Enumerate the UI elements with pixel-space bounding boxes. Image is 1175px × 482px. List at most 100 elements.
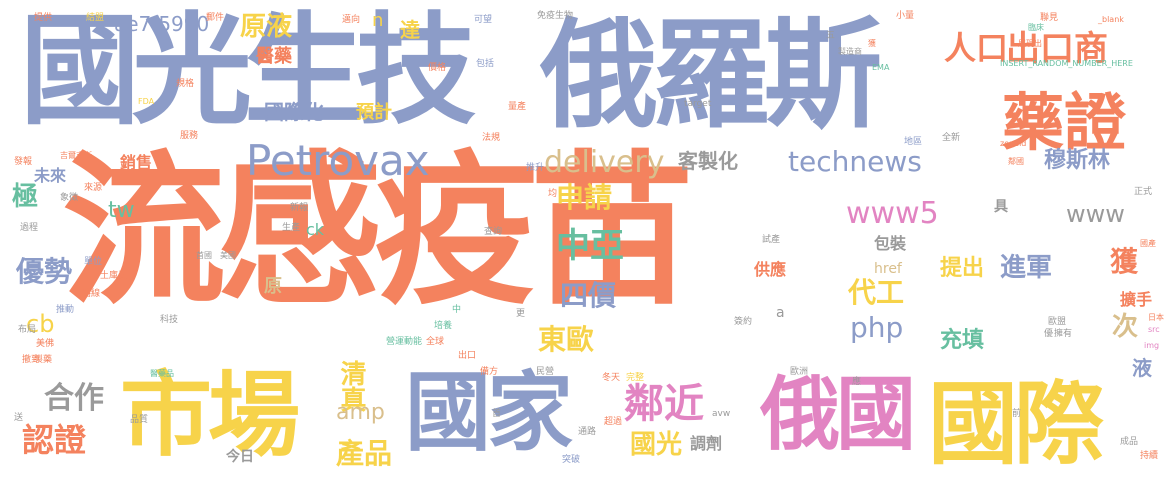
word-www: www (1066, 200, 1125, 228)
word-expected: 預計 (356, 102, 392, 123)
word-supply: 供應 (754, 260, 787, 279)
word-sales: 銷售 (120, 153, 153, 172)
word-exporter: 出口商 (1006, 29, 1108, 69)
word-certification: 認證 (22, 421, 87, 459)
word-quality: 品質 (130, 415, 149, 425)
word-n: n (372, 10, 384, 31)
word-halal: 清真 (336, 360, 366, 412)
word-delivery: delivery (544, 145, 665, 180)
word-domestic: 國產 (1140, 239, 1156, 248)
word-promote: 推動 (56, 305, 75, 315)
word-neighboring: 鄰近 (624, 381, 704, 427)
word-breakthrough: 突破 (562, 455, 581, 465)
word-russia: 俄羅斯 (540, 6, 882, 144)
word-culture: 培養 (434, 321, 453, 331)
word-href: href (874, 261, 902, 277)
word-provide: 提供 (34, 13, 53, 23)
word-private: 民營 (536, 367, 555, 377)
word-packaging: 包裝 (874, 234, 907, 253)
word-advantage: 優勢 (16, 255, 73, 288)
word-target: target (684, 99, 712, 109)
word-formal: 正式 (1134, 187, 1153, 197)
word-release: 發報 (14, 157, 33, 167)
word-five: 五 (826, 31, 836, 41)
word-medigen-short: 國光 (630, 430, 683, 460)
word-product: 產品 (336, 437, 393, 470)
word-produce: 生產 (282, 223, 301, 233)
word-ck: ck (306, 220, 325, 239)
word-source: 來源 (84, 183, 103, 193)
word-reach: 達 (400, 18, 420, 42)
word-global: 全球 (426, 337, 445, 347)
word-future: 未來 (34, 166, 67, 185)
word-population: 人口 (944, 29, 1009, 67)
word-equal: 均 (548, 189, 558, 199)
word-mefo: 美佛 (36, 339, 55, 349)
word-internationalization: 國際化 (264, 100, 324, 124)
word-spec: 規格 (176, 79, 195, 89)
word-customized: 客製化 (678, 149, 738, 173)
word-oem: 代工 (848, 276, 905, 309)
word-eastern-europe: 東歐 (538, 323, 595, 356)
word-before: 前 (1012, 409, 1022, 419)
word-zoneid: zoneid (1000, 139, 1027, 148)
word-new-report: 新報 (290, 203, 309, 213)
word-hopeful: 可望 (474, 15, 493, 25)
word-own: 擁有 (1054, 329, 1073, 339)
word-query: 查詢 (484, 227, 503, 237)
word-php: php (850, 311, 904, 344)
word-fda: FDA (138, 97, 155, 106)
word-mail: 郵件 (206, 13, 225, 23)
word-technews: technews (788, 145, 922, 178)
word-momentum: 營運動能 (386, 337, 423, 347)
word-license: 藥證 (1002, 86, 1127, 159)
word-process: 過程 (20, 223, 39, 233)
word-today: 今日 (226, 449, 254, 465)
word-show: 展現出 (1018, 39, 1042, 48)
word-view: 聯見 (1040, 13, 1059, 23)
word-service: 服務 (180, 131, 199, 141)
word-amp: amp (336, 400, 385, 425)
word-mass-produce: 量產 (508, 102, 527, 112)
word-channel: 通路 (578, 427, 597, 437)
word-extreme: 極 (12, 182, 39, 212)
word-pharma: 醫藥 (256, 46, 292, 67)
word-times: 次 (1112, 312, 1139, 342)
word-kyrgyzstan: 吉爾吉斯 (60, 151, 92, 160)
word-flu-vaccine: 流感疫苗 (62, 136, 694, 327)
word-medigen: 國光生技 (20, 2, 476, 141)
word-complete: 完整 (626, 373, 645, 383)
word-price: 價格 (428, 63, 447, 73)
word-img: img (1144, 341, 1160, 350)
word-www5: www5 (846, 196, 939, 231)
word-insert-random: INSERT_RANDOM_NUMBER_HERE (1000, 59, 1133, 68)
word-propose: 提出 (940, 256, 985, 281)
word-muslim: 穆斯林 (1044, 148, 1111, 173)
word-possess: 具 (994, 199, 1008, 215)
word-international: 國際 (928, 372, 1104, 477)
word-avw: avw (712, 409, 731, 419)
word-alliance: 結盟 (86, 13, 105, 23)
word-cooperation: 合作 (44, 381, 104, 416)
word-push-up: 推升 (526, 163, 545, 173)
word-cb: cb (26, 310, 55, 338)
word-small-amount: 小量 (896, 11, 915, 21)
word-formulation: 調劑 (690, 434, 723, 453)
word-ae7f5990: ae7f5990 (114, 12, 210, 36)
word-export: 出口 (458, 351, 477, 361)
word-sign: 簽約 (734, 317, 753, 327)
word-exceed: 超過 (604, 417, 623, 427)
word-turkmenistan: 土庫曼 (100, 271, 128, 281)
word-withdraw: 撤到 (22, 355, 41, 365)
word-head: 首 (492, 409, 502, 419)
word-superior: 優 (1044, 329, 1054, 339)
word-technology: 科技 (160, 315, 179, 325)
word-include: 包括 (476, 59, 495, 69)
word-bulk: 原液 (240, 12, 293, 42)
word-immuno: 免疫生物 (537, 11, 574, 21)
word-clinical: 臨床 (1028, 23, 1044, 32)
word-usa: 美國 (220, 251, 236, 260)
word-regulation: 法規 (482, 133, 501, 143)
word-obtain: 獲 (1110, 245, 1139, 278)
word-tw: tw (108, 198, 135, 223)
